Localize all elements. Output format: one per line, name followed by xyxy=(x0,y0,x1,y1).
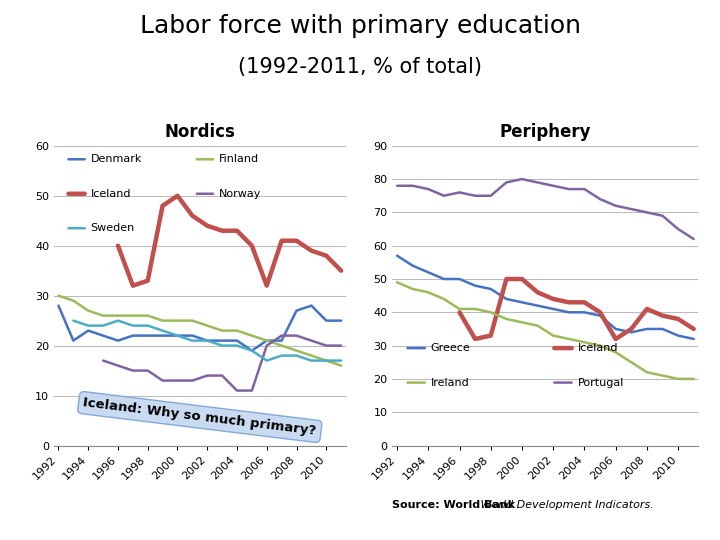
Text: Norway: Norway xyxy=(219,189,261,199)
Text: Portugal: Portugal xyxy=(577,377,624,388)
Text: Iceland: Why so much primary?: Iceland: Why so much primary? xyxy=(83,396,317,438)
Text: Sweden: Sweden xyxy=(91,223,135,233)
Text: Ireland: Ireland xyxy=(431,377,469,388)
Text: Labor force with primary education: Labor force with primary education xyxy=(140,14,580,37)
Text: Denmark: Denmark xyxy=(91,154,142,164)
Text: Iceland: Iceland xyxy=(577,343,618,353)
Text: Source: World Bank: Source: World Bank xyxy=(392,500,516,510)
Text: (1992-2011, % of total): (1992-2011, % of total) xyxy=(238,57,482,77)
Text: Iceland: Iceland xyxy=(91,189,131,199)
Text: Greece: Greece xyxy=(431,343,470,353)
Text: World Development Indicators.: World Development Indicators. xyxy=(477,500,654,510)
Text: Finland: Finland xyxy=(219,154,259,164)
Title: Periphery: Periphery xyxy=(500,124,591,141)
Title: Nordics: Nordics xyxy=(164,124,235,141)
